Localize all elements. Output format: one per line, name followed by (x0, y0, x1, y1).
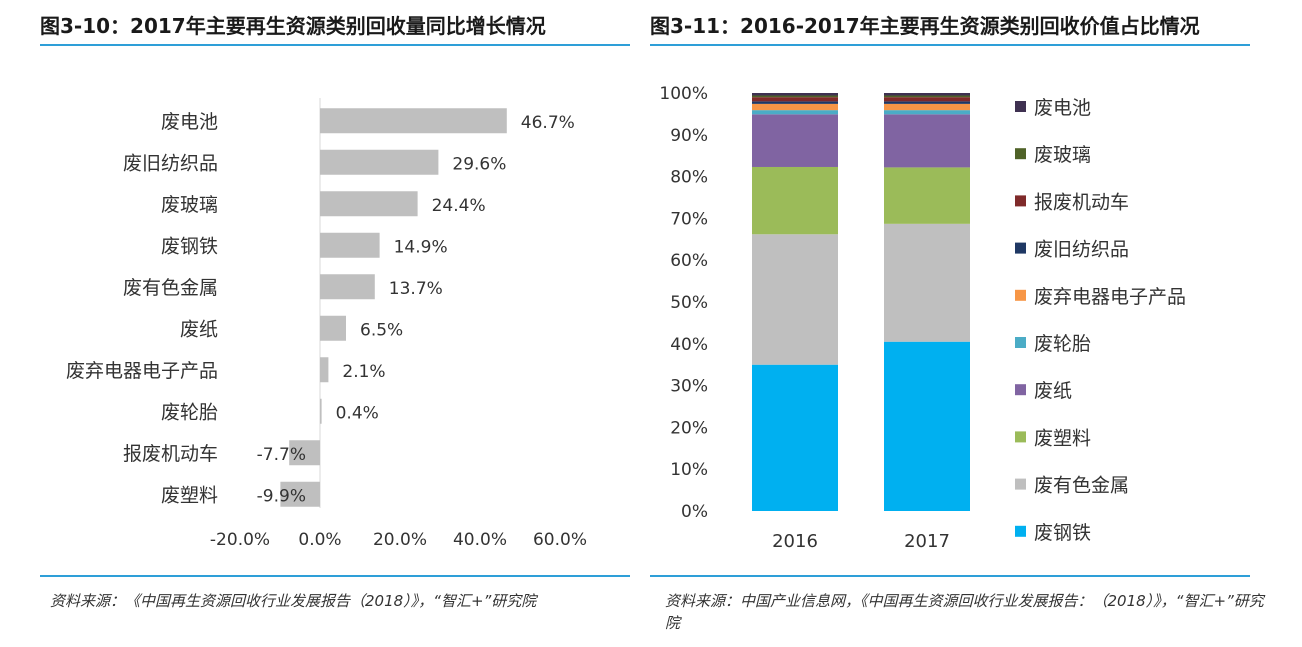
stack-segment-2016-7 (752, 97, 838, 102)
value-label: -9.9% (257, 486, 306, 506)
stack-segment-2017-9 (884, 93, 970, 96)
stack-segment-2017-7 (884, 97, 970, 102)
stack-segment-2016-8 (752, 95, 838, 98)
value-label: 13.7% (389, 279, 443, 299)
stack-segment-2016-2 (752, 166, 838, 235)
category-label: 废钢铁 (161, 235, 218, 257)
legend-label: 废轮胎 (1034, 333, 1091, 355)
value-label: 29.6% (452, 154, 506, 174)
legend-swatch (1015, 101, 1026, 112)
legend-swatch (1015, 337, 1026, 348)
share-stacked-bar-chart: 0% 10% 20% 30% 40% 50% 60% 70% 80% 90% 100% 2016 201… (659, 84, 1186, 552)
growth-bar-chart: 废电池 46.7% 废旧纺织品 29.6% 废玻璃 24.4% 废钢铁 14.9% 废有色金属 1… (66, 98, 587, 550)
legend-label: 废塑料 (1034, 427, 1091, 449)
y-tick-label: 40% (670, 335, 708, 355)
y-tick-label: 100% (659, 84, 708, 104)
legend-swatch (1015, 525, 1026, 537)
stack-segment-2016-3 (752, 114, 838, 167)
value-label: 0.4% (336, 403, 379, 423)
y-tick-label: 0% (681, 502, 708, 522)
legend-swatch (1015, 384, 1026, 396)
bar-6 (320, 357, 329, 383)
category-label: 废玻璃 (161, 194, 218, 216)
category-label: 废旧纺织品 (123, 152, 218, 174)
legend-label: 报废机动车 (1034, 191, 1129, 213)
category-label: 废塑料 (161, 484, 218, 506)
legend-label: 废钢铁 (1034, 522, 1091, 544)
value-label: 14.9% (394, 237, 448, 257)
category-label: 废电池 (161, 111, 218, 133)
stack-segment-2016-6 (752, 101, 838, 104)
legend-label: 废弃电器电子产品 (1034, 286, 1186, 308)
x-tick-label: 20.0% (373, 530, 427, 550)
left-title-divider (40, 44, 630, 46)
category-label: 废有色金属 (123, 277, 218, 299)
stack-segment-2016-9 (752, 93, 838, 96)
x-category-label: 2016 (772, 531, 818, 552)
legend-label: 废玻璃 (1034, 144, 1091, 166)
stack-segment-2016-5 (752, 103, 838, 111)
bar-7 (320, 398, 322, 424)
stack-segment-2017-4 (884, 110, 970, 115)
y-tick-label: 50% (670, 293, 708, 313)
category-label: 废纸 (180, 318, 218, 340)
x-category-label: 2017 (904, 531, 950, 552)
value-label: 46.7% (521, 113, 575, 133)
x-tick-label: -20.0% (210, 530, 270, 550)
value-label: 24.4% (432, 196, 486, 216)
legend-swatch (1015, 148, 1026, 160)
legend-swatch (1015, 289, 1026, 301)
bar-3 (320, 232, 380, 258)
legend-label: 废有色金属 (1034, 475, 1129, 497)
left-chart-title: 图3-10：2017年主要再生资源类别回收量同比增长情况 (40, 14, 546, 38)
stack-segment-2016-1 (752, 234, 838, 365)
value-label: 2.1% (342, 362, 385, 382)
legend-label: 废纸 (1034, 380, 1072, 402)
bar-5 (320, 315, 346, 341)
stack-segment-2017-2 (884, 167, 970, 224)
bar-2 (320, 191, 418, 217)
y-tick-label: 20% (670, 418, 708, 438)
category-label: 废轮胎 (161, 401, 218, 423)
legend-swatch (1015, 431, 1026, 443)
stack-segment-2016-4 (752, 110, 838, 115)
y-tick-label: 80% (670, 168, 708, 188)
right-chart-source: 资料来源：中国产业信息网，《中国再生资源回收行业发展报告：（2018）》，“智汇… (665, 592, 1264, 632)
stack-segment-2017-5 (884, 103, 970, 111)
category-label: 废弃电器电子产品 (66, 360, 218, 382)
left-source-divider (40, 575, 630, 577)
bar-1 (320, 149, 439, 175)
bar-8 (289, 440, 320, 466)
y-tick-label: 30% (670, 377, 708, 397)
y-tick-label: 60% (670, 251, 708, 271)
legend-label: 废旧纺织品 (1034, 239, 1129, 261)
right-title-divider (650, 44, 1250, 46)
stack-segment-2017-6 (884, 101, 970, 104)
x-tick-label: 0.0% (298, 530, 341, 550)
x-tick-label: 40.0% (453, 530, 507, 550)
bar-0 (320, 108, 507, 134)
left-chart-source: 资料来源：《中国再生资源回收行业发展报告（2018）》，“智汇+”研究院 (50, 592, 537, 610)
value-label: 6.5% (360, 320, 403, 340)
stack-segment-2016-0 (752, 364, 838, 511)
right-source-divider (650, 575, 1250, 577)
y-tick-label: 70% (670, 209, 708, 229)
legend-swatch (1015, 242, 1026, 254)
legend-swatch (1015, 195, 1026, 207)
legend-swatch (1015, 478, 1026, 490)
y-tick-label: 10% (670, 460, 708, 480)
value-label: -7.7% (257, 445, 306, 465)
legend-label: 废电池 (1034, 97, 1091, 119)
stack-segment-2017-1 (884, 223, 970, 342)
bar-4 (320, 274, 375, 300)
stack-segment-2017-0 (884, 341, 970, 511)
right-chart-title: 图3-11：2016-2017年主要再生资源类别回收价值占比情况 (650, 14, 1200, 38)
y-tick-label: 90% (670, 126, 708, 146)
stack-segment-2017-3 (884, 114, 970, 168)
stack-segment-2017-8 (884, 95, 970, 98)
bar-9 (280, 481, 320, 507)
x-tick-label: 60.0% (533, 530, 587, 550)
category-label: 报废机动车 (123, 443, 218, 465)
